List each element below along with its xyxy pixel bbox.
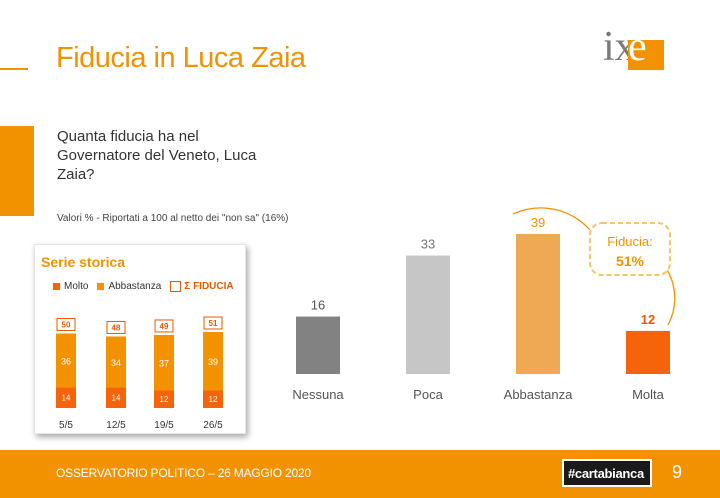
fiducia-total-label: 49 — [160, 322, 169, 331]
abbastanza-value-label: 34 — [111, 358, 121, 368]
fiducia-total-box — [56, 317, 76, 331]
legend-abbastanza: Abbastanza — [97, 281, 161, 292]
category-label: Molta — [632, 387, 665, 402]
ixe-logo: ix è — [603, 22, 664, 72]
panel-title: Serie storica — [41, 254, 126, 270]
abbastanza-segment — [154, 334, 174, 391]
legend-fiducia: Σ FIDUCIA — [170, 281, 234, 292]
survey-question: Quanta fiducia ha nel Governatore del Ve… — [57, 128, 257, 183]
callout-connector — [512, 207, 676, 326]
molto-segment — [56, 387, 76, 408]
bar-value-label: 16 — [311, 298, 325, 313]
page-number: 9 — [672, 462, 683, 482]
bar-value-label: 33 — [421, 237, 435, 252]
legend-abbastanza-swatch — [97, 283, 105, 290]
abbastanza-segment — [56, 333, 76, 388]
legend-fiducia-label: FIDUCIA — [193, 281, 234, 292]
category-label: Poca — [413, 387, 443, 402]
callout-box — [589, 222, 671, 276]
legend-abbastanza-label: Abbastanza — [108, 281, 162, 292]
logo-box: è — [628, 24, 664, 70]
fiducia-total-label: 50 — [62, 320, 71, 329]
date-label: 19/5 — [154, 420, 174, 431]
callout-label: Fiducia: — [607, 234, 653, 249]
legend-molto-label: Molto — [64, 281, 89, 292]
molto-value-label: 14 — [112, 394, 121, 403]
left-accent-block — [0, 126, 34, 216]
fiducia-total-box — [203, 316, 223, 330]
brand-label: #cartabianca — [568, 466, 644, 481]
category-label: Abbastanza — [504, 387, 573, 402]
trust-distribution-chart: Fiducia: 51% 16 Nessuna 33 Poca 39 Abbastanza… — [292, 207, 676, 402]
legend-molto: Molto — [53, 281, 88, 292]
historical-series-panel: Serie storica Molto Abbastanza Σ FIDUCIA… — [34, 244, 246, 434]
fiducia-total-label: 51 — [209, 319, 218, 328]
bar-nessuna — [296, 316, 340, 374]
panel-legend: Molto Abbastanza Σ FIDUCIA — [53, 281, 243, 292]
abbastanza-segment — [106, 336, 126, 388]
abbastanza-value-label: 37 — [159, 359, 169, 369]
fiducia-total-box — [154, 319, 174, 333]
historical-series-chart: 14 36 50 5/5 14 34 48 12/5 12 37 49 19/5 12 39 51 26/5 — [56, 316, 223, 431]
legend-fiducia-swatch — [170, 281, 182, 292]
fiducia-total-box — [106, 320, 126, 334]
bar-value-label: 39 — [531, 215, 545, 230]
cartabianca-brand: #cartabianca — [562, 459, 652, 487]
date-label: 5/5 — [59, 420, 73, 431]
molto-value-label: 12 — [160, 395, 169, 404]
callout-value: 51% — [616, 253, 645, 269]
abbastanza-value-label: 39 — [208, 357, 218, 367]
abbastanza-value-label: 36 — [61, 356, 71, 366]
legend-sigma: Σ — [184, 281, 191, 292]
molto-segment — [203, 390, 223, 408]
molto-value-label: 14 — [62, 394, 71, 403]
footer-text: OSSERVATORIO POLITICO – 26 MAGGIO 2020 — [56, 466, 311, 480]
molto-value-label: 12 — [209, 395, 218, 404]
date-label: 26/5 — [203, 420, 223, 431]
bar-molta — [626, 330, 670, 374]
date-label: 12/5 — [106, 420, 126, 431]
page-title: Fiducia in Luca Zaia — [56, 42, 306, 74]
bar-abbastanza — [516, 234, 560, 374]
molto-segment — [106, 387, 126, 408]
logo-box-text: è — [628, 24, 647, 70]
left-rule — [0, 68, 28, 70]
bar-poca — [406, 255, 450, 374]
molto-segment — [154, 390, 174, 408]
values-note: Valori % - Riportati a 100 al netto dei … — [57, 213, 289, 224]
abbastanza-segment — [203, 332, 223, 391]
fiducia-total-label: 48 — [112, 323, 121, 332]
category-label: Nessuna — [292, 387, 344, 402]
bar-value-label: 12 — [641, 312, 655, 327]
legend-molto-swatch — [53, 283, 60, 290]
